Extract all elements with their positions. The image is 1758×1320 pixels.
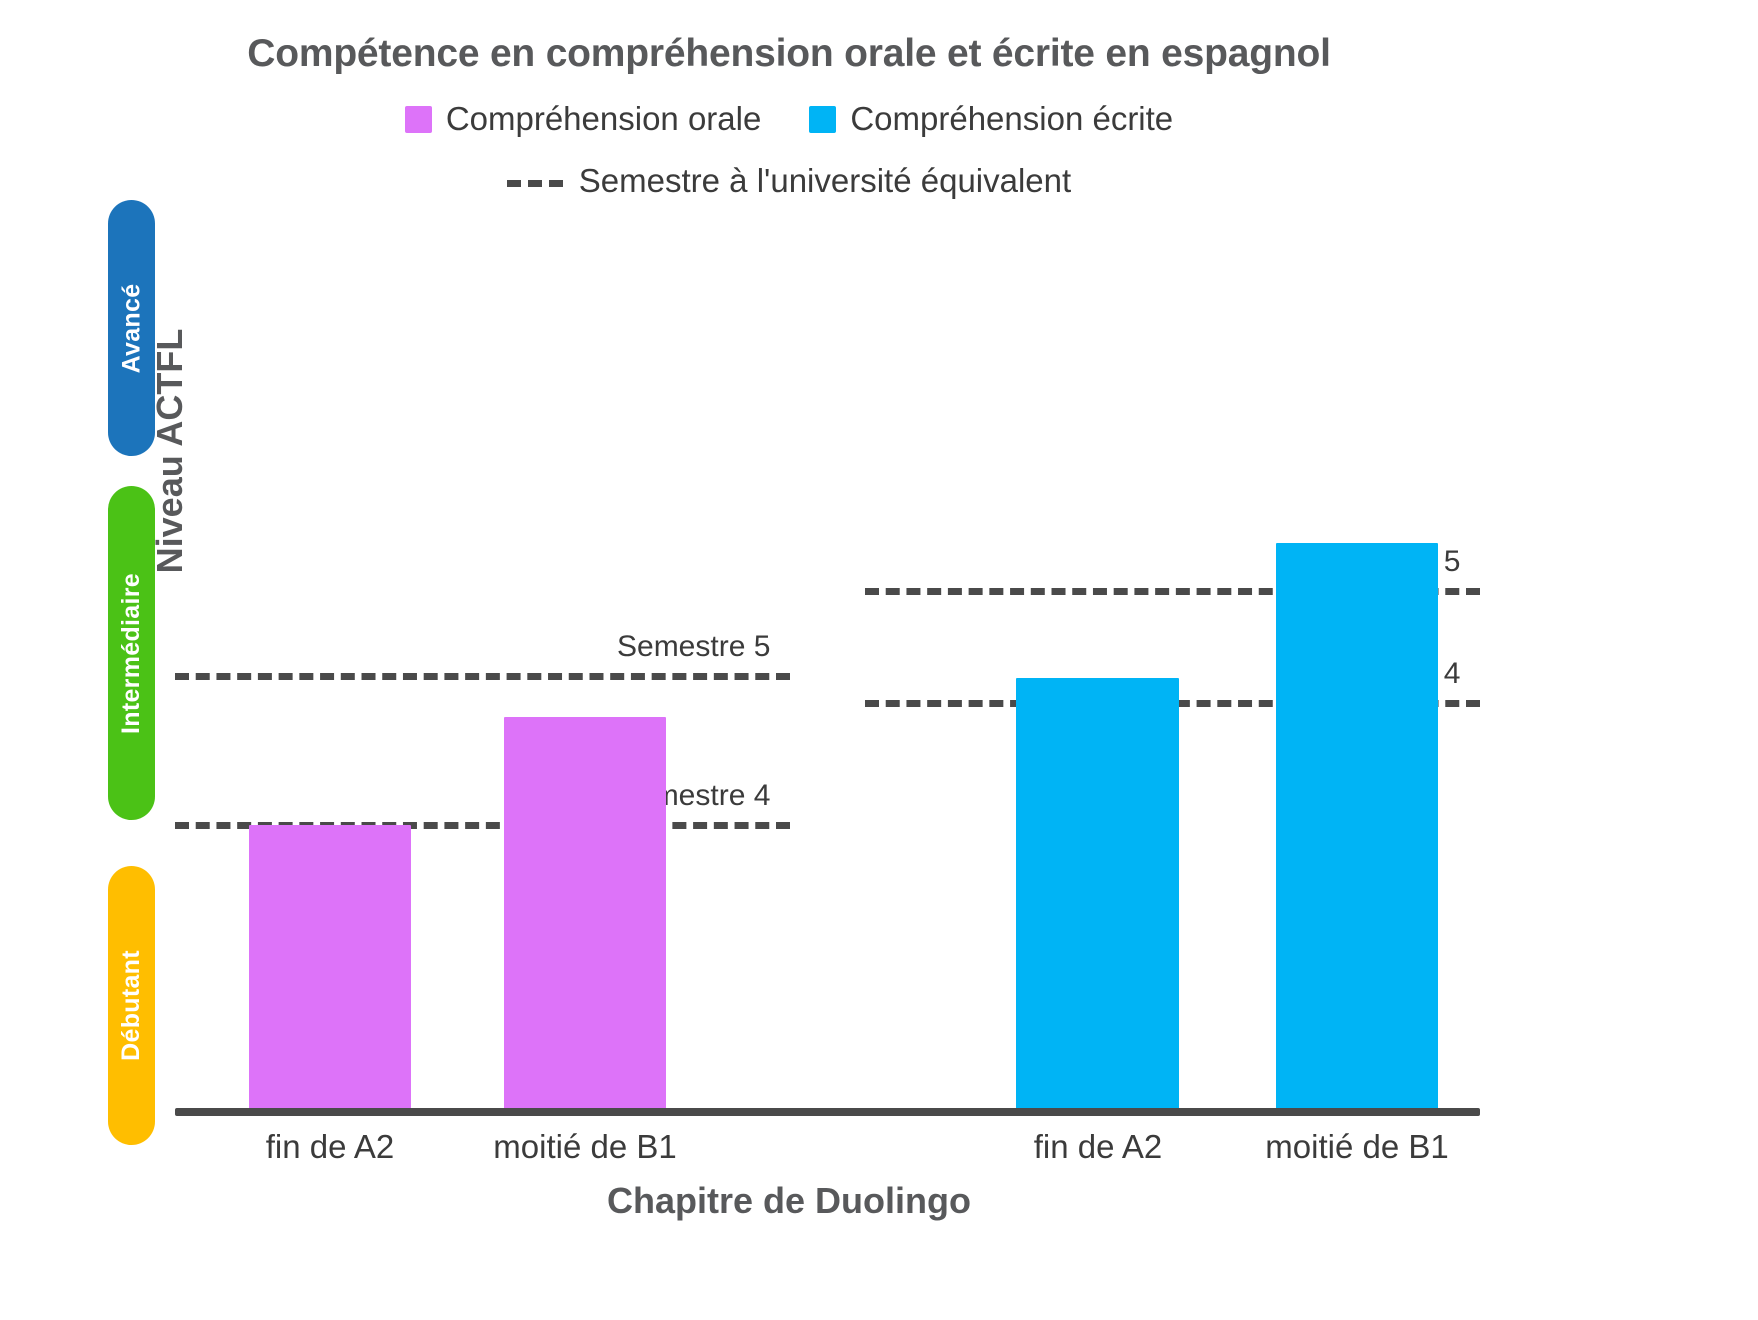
legend-swatch-ecrite-icon xyxy=(809,105,837,133)
level-badge-intermediate: Intermédiaire xyxy=(108,486,155,820)
x-tick-ecrite-moitie-de-b1: moitié de B1 xyxy=(1265,1128,1449,1165)
bar-ecrite-fin-de-a2[interactable] xyxy=(1016,678,1179,1112)
reference-line-ecrite-semestre5 xyxy=(865,588,1480,595)
x-tick-oral-moitie-de-b1: moitié de B1 xyxy=(493,1128,677,1165)
y-axis-title: Niveau ACTFL xyxy=(149,328,190,574)
level-badge-beginner-label: Débutant xyxy=(117,950,146,1061)
x-axis-title: Chapitre de Duolingo xyxy=(607,1180,971,1221)
reference-line-oral-semestre5 xyxy=(175,673,790,680)
x-tick-oral-fin-de-a2: fin de A2 xyxy=(265,1128,395,1165)
level-badge-advanced-label: Avancé xyxy=(117,283,146,373)
level-badge-advanced: Avancé xyxy=(108,200,155,456)
x-tick-ecrite-fin-de-a2: fin de A2 xyxy=(1033,1128,1163,1165)
bar-oral-fin-de-a2[interactable] xyxy=(249,825,411,1112)
reference-label-oral-semestre5: Semestre 5 xyxy=(617,630,771,663)
bar-ecrite-moitie-de-b1[interactable] xyxy=(1276,543,1438,1112)
legend-label-reference: Semestre à l'université équivalent xyxy=(578,162,1072,199)
legend-swatch-oral-icon xyxy=(404,105,432,133)
bar-oral-moitie-de-b1[interactable] xyxy=(504,717,666,1112)
legend-reference: Semestre à l'université équivalent xyxy=(0,162,1578,200)
level-badge-intermediate-label: Intermédiaire xyxy=(117,572,146,734)
x-axis-baseline xyxy=(175,1108,1480,1116)
chart-title: Compétence en compréhension orale et écr… xyxy=(247,32,1331,75)
legend-label-oral: Compréhension orale xyxy=(445,100,762,137)
legend-item-ecrite[interactable]: Compréhension écrite xyxy=(809,100,1173,138)
reference-line-oral-semestre4 xyxy=(175,822,790,829)
legend: Compréhension orale Compréhension écrite xyxy=(0,100,1578,138)
legend-item-oral[interactable]: Compréhension orale xyxy=(404,100,762,138)
legend-label-ecrite: Compréhension écrite xyxy=(850,100,1174,137)
dashed-line-icon xyxy=(506,179,563,187)
level-badge-beginner: Débutant xyxy=(108,866,155,1145)
